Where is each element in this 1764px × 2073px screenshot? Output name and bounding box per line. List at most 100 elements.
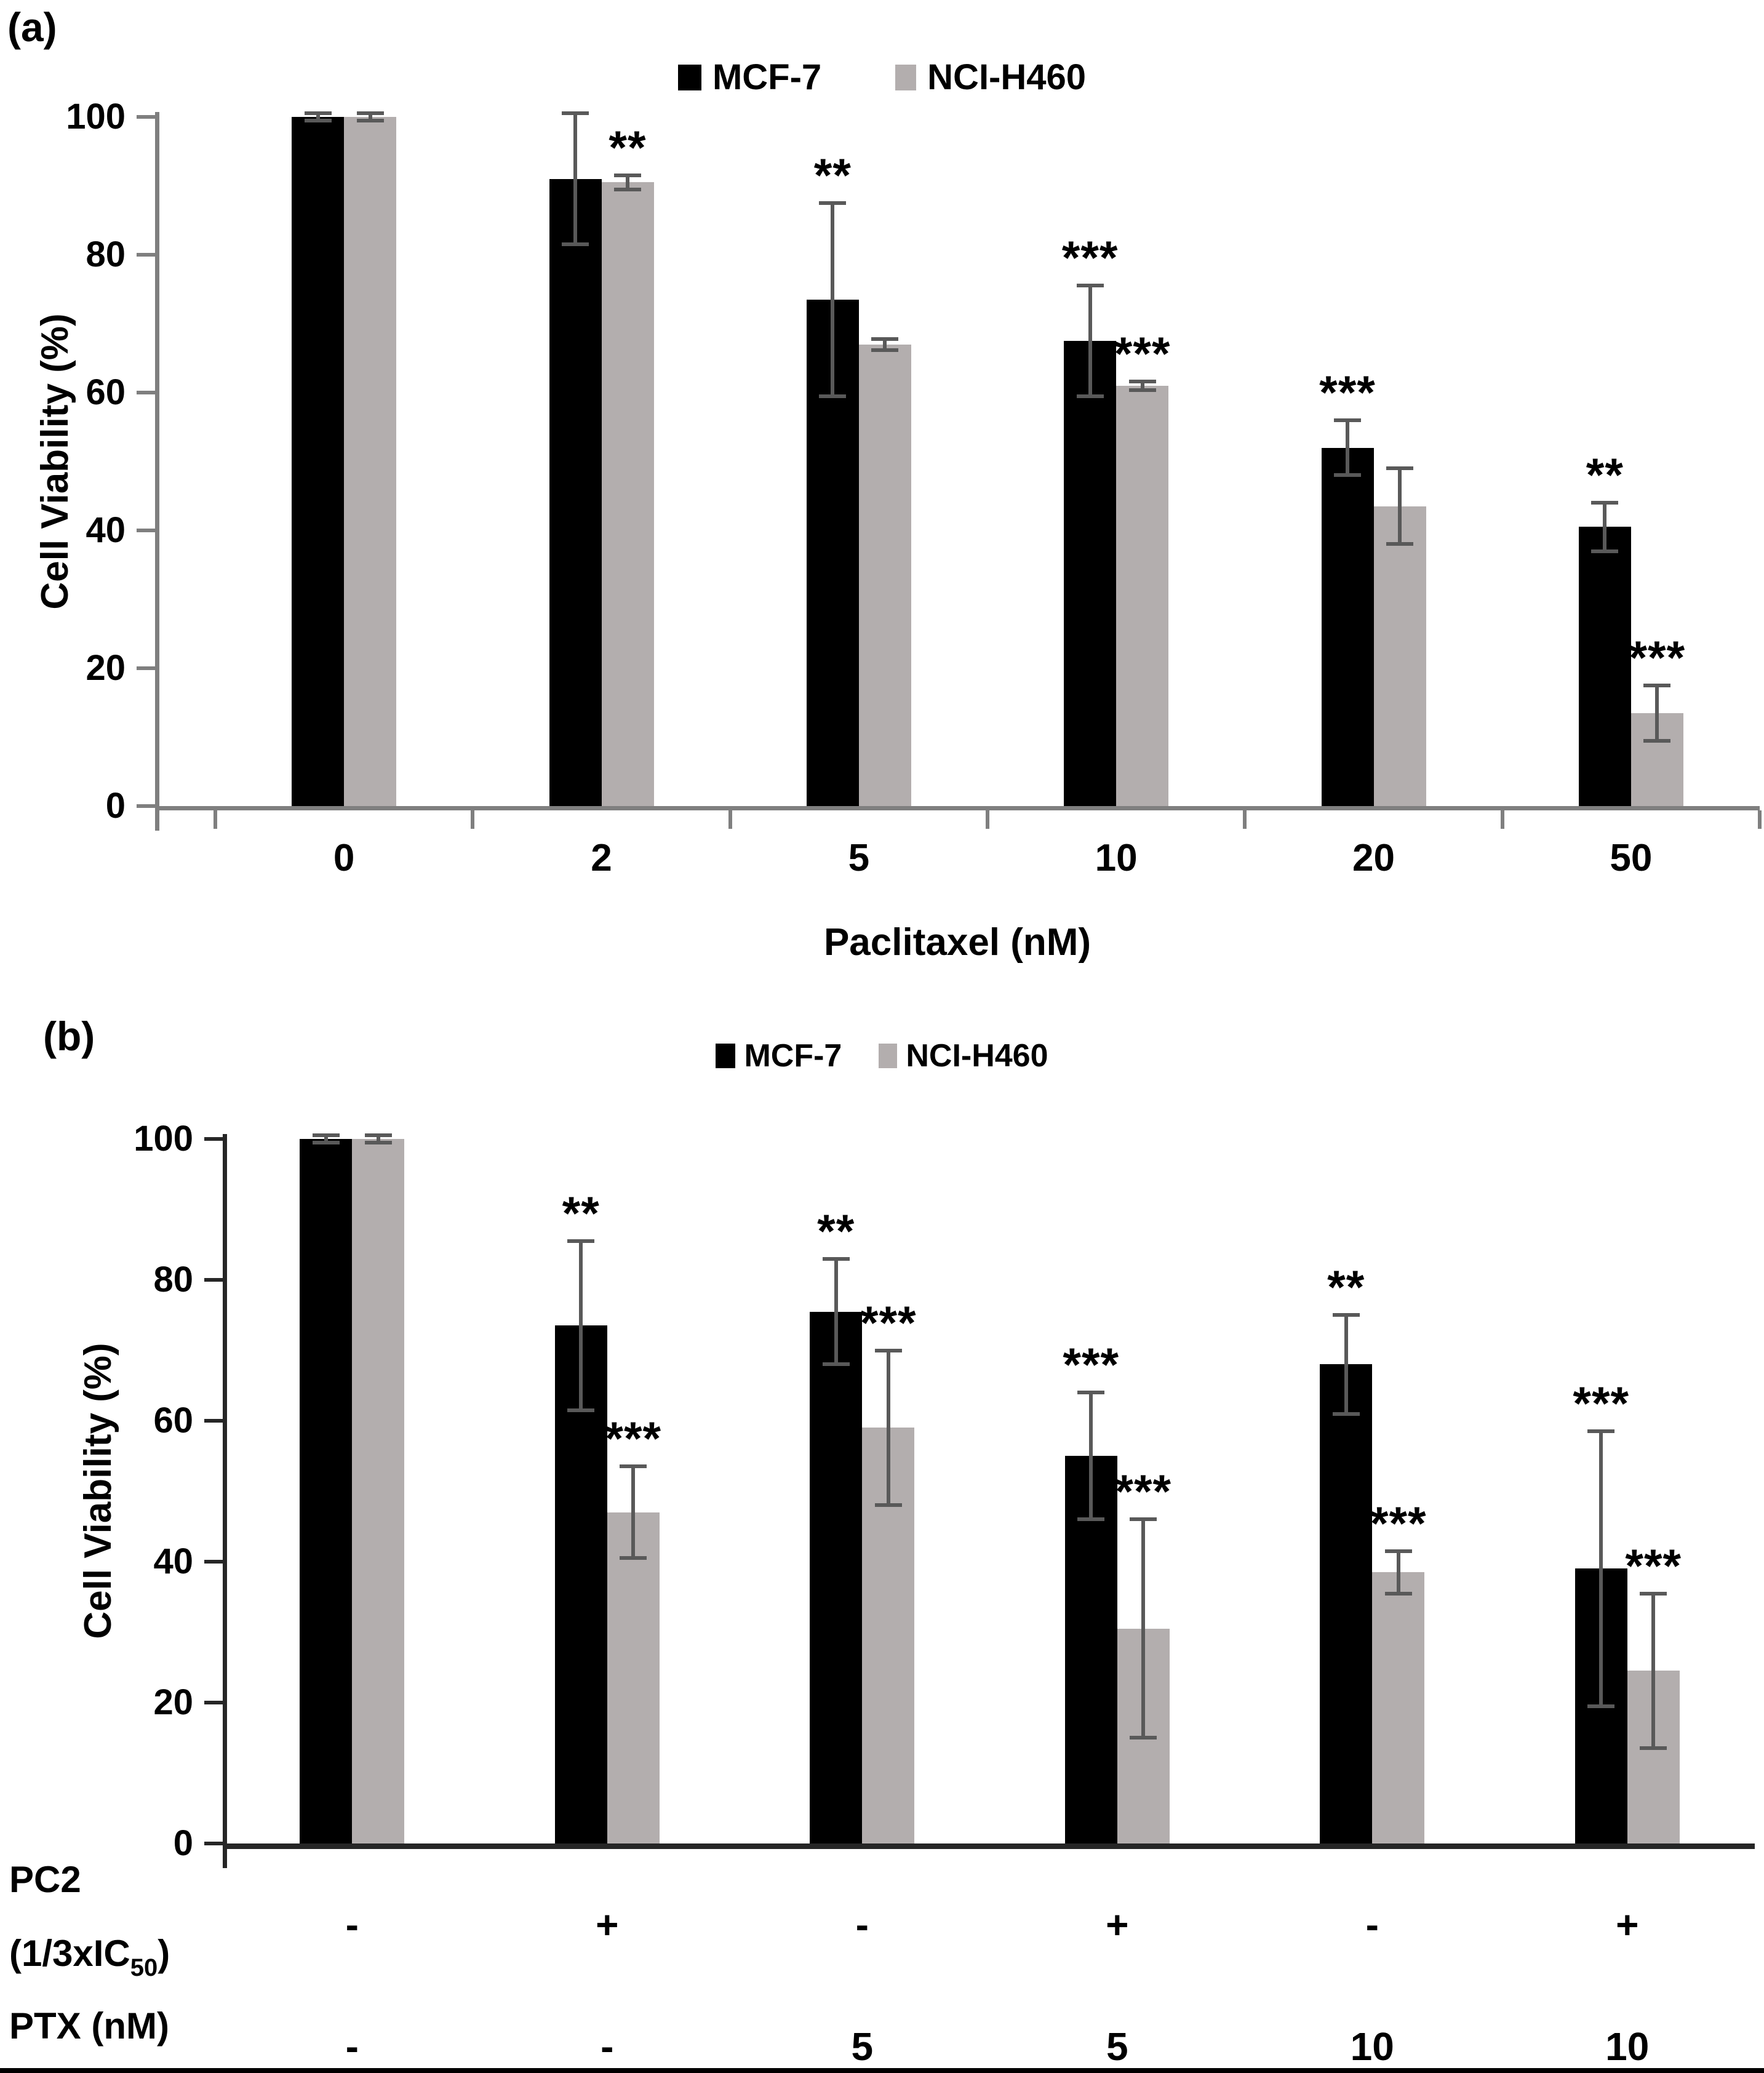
y-tick-label: 0 [173,1823,193,1863]
error-bar-cap [871,348,899,352]
significance-stars: *** [1573,1378,1630,1431]
error-bar-cap [614,187,641,191]
legend-item-mcf7: MCF-7 [677,57,822,98]
error-bar-line [1651,1593,1656,1749]
condition-value-row1: + [1616,1903,1639,1947]
x-tick-mark [1500,810,1504,829]
error-bar-cap [614,174,641,178]
x-category-label: 2 [591,837,612,879]
error-bar-cap [1384,1549,1412,1553]
error-bar-cap [356,118,384,122]
error-bar-line [631,1466,636,1559]
error-bar-line [579,1241,583,1410]
significance-stars: *** [1114,328,1171,381]
error-bar-line [1140,381,1144,390]
bar-nci-h460-0 [352,1139,405,1843]
condition-value-row1: - [855,1903,869,1947]
error-bar-cap [312,1133,340,1138]
x-tick-mark [1758,810,1762,829]
y-tick-mark [137,391,155,394]
panel-a-x-axis-title: Paclitaxel (nM) [823,921,1092,964]
condition-value-row2: 5 [851,2024,874,2069]
y-tick-mark [204,1137,223,1141]
condition-value-row1: + [1106,1903,1129,1947]
x-tick-mark [728,810,732,829]
significance-stars: *** [605,1413,662,1466]
error-bar-cap [1384,1591,1412,1596]
condition-value-row2: - [345,2024,359,2069]
legend-label-mcf7: MCF-7 [712,57,822,97]
legend-swatch-mcf7 [677,64,701,90]
error-bar-cap [1077,1517,1105,1522]
bar-nci-h460-3 [1116,385,1169,806]
y-tick-mark [137,529,155,532]
legend-label-mcf7-b: MCF-7 [744,1038,842,1074]
x-tick-mark [986,810,989,829]
y-tick-mark [204,1278,223,1282]
x-axis [155,806,1760,810]
significance-stars: ** [817,1205,855,1258]
bar-mcf-7-1 [549,178,602,806]
error-bar-cap [874,1503,902,1508]
panel-a-y-axis-title: Cell Viability (%) [34,313,76,610]
panel-b-label: (b) [43,1013,95,1059]
error-bar-cap [312,1140,340,1144]
significance-stars: *** [1629,632,1686,684]
legend-swatch-nci-h460 [895,64,917,90]
x-category-label: 10 [1095,837,1138,879]
bar-nci-h460-1 [601,182,654,806]
y-tick-mark [137,115,155,119]
bar-nci-h460-4 [1372,1572,1425,1843]
y-tick-label: 60 [86,372,126,412]
error-bar-line [1599,1431,1603,1706]
condition-value-row2: 10 [1350,2024,1394,2069]
y-tick-label: 40 [86,510,126,550]
error-bar-cap [1334,418,1361,422]
y-tick-mark [204,1560,223,1564]
error-bar-cap [1076,284,1104,288]
error-bar-cap [1643,738,1671,743]
pc2-row-label-line1: PC2 [9,1859,81,1900]
legend-label-nci-h460: NCI-H460 [927,57,1087,97]
y-tick-mark [204,1842,223,1845]
error-bar-cap [620,1464,647,1469]
error-bar-cap [304,111,332,116]
bar-mcf-7-3 [1064,341,1117,806]
error-bar-line [573,113,577,245]
error-bar-line [368,113,372,121]
error-bar-line [1655,685,1659,741]
significance-stars: ** [562,1188,600,1240]
y-tick-label: 100 [66,97,126,137]
error-bar-line [1398,468,1402,545]
condition-value-row2: 5 [1106,2024,1128,2069]
error-bar-cap [1128,380,1156,384]
legend-item-nci-h460: NCI-H460 [895,57,1086,98]
panel-b-y-axis-title: Cell Viability (%) [77,1343,119,1639]
error-bar-cap [567,1239,595,1244]
pc2-row-label-line2: (1/3xIC50) [9,1932,170,1989]
significance-stars: *** [1319,366,1376,419]
error-bar-cap [567,1408,595,1412]
error-bar-line [1603,503,1607,551]
y-tick-label: 80 [153,1260,193,1300]
legend-swatch-nci-h460-b [879,1044,898,1068]
significance-stars: *** [1115,1466,1172,1519]
legend-panel-a: MCF-7 NCI-H460 [0,57,1764,98]
condition-value-row2: - [601,2024,614,2069]
error-bar-cap [1077,1391,1105,1395]
y-tick-mark [137,666,155,670]
error-bar-line [324,1135,328,1143]
y-tick-mark [204,1419,223,1423]
error-bar-cap [1587,1429,1615,1434]
condition-value-row1: - [345,1903,359,1947]
significance-stars: ** [1586,449,1624,502]
error-bar-cap [1386,542,1413,546]
error-bar-cap [822,1256,850,1261]
error-bar-cap [1076,394,1104,398]
error-bar-cap [1332,1412,1360,1416]
bar-nci-h460-4 [1373,506,1426,806]
error-bar-cap [1643,684,1671,687]
error-bar-line [1141,1519,1146,1738]
error-bar-cap [1130,1736,1157,1740]
